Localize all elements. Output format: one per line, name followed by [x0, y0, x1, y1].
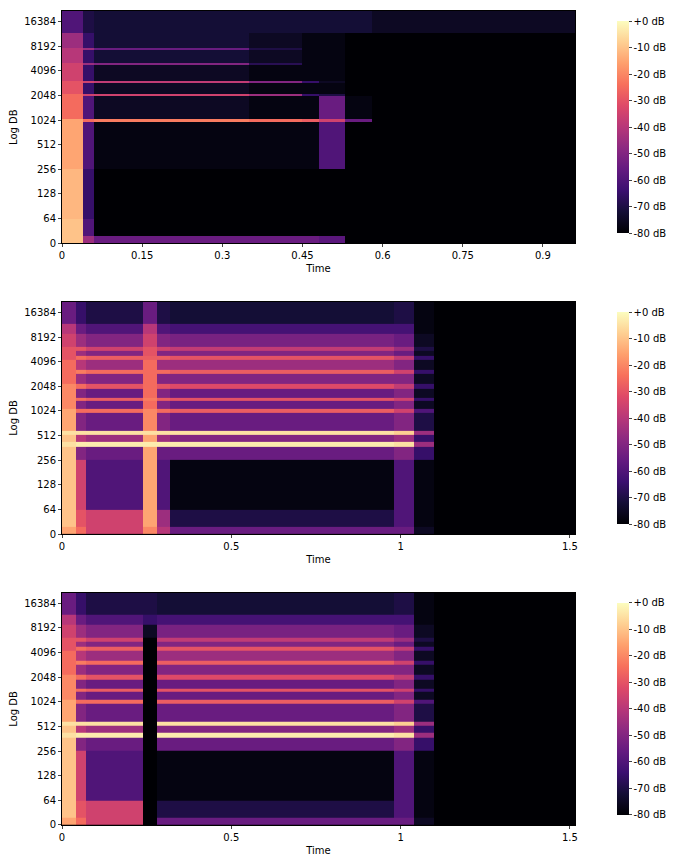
svg-text:-30 dB: -30 dB — [634, 386, 667, 397]
svg-text:4096: 4096 — [31, 356, 56, 367]
svg-text:4096: 4096 — [31, 65, 56, 76]
svg-text:0: 0 — [59, 832, 65, 843]
svg-text:-10 dB: -10 dB — [634, 42, 667, 53]
svg-text:Log DB: Log DB — [8, 691, 19, 727]
svg-text:-50 dB: -50 dB — [634, 439, 667, 450]
svg-text:-40 dB: -40 dB — [634, 413, 667, 424]
svg-text:512: 512 — [37, 430, 56, 441]
svg-text:-60 dB: -60 dB — [634, 756, 667, 767]
svg-text:2048: 2048 — [31, 381, 56, 392]
svg-text:128: 128 — [37, 770, 56, 781]
svg-text:-30 dB: -30 dB — [634, 95, 667, 106]
svg-text:2048: 2048 — [31, 672, 56, 683]
svg-text:512: 512 — [37, 139, 56, 150]
svg-text:8192: 8192 — [31, 622, 56, 633]
svg-text:0: 0 — [50, 238, 56, 249]
svg-text:+0 dB: +0 dB — [634, 16, 665, 27]
svg-text:+0 dB: +0 dB — [634, 597, 665, 608]
svg-text:-80 dB: -80 dB — [634, 228, 667, 239]
svg-text:2048: 2048 — [31, 90, 56, 101]
svg-text:0: 0 — [50, 819, 56, 830]
svg-text:1.5: 1.5 — [562, 832, 578, 843]
svg-text:128: 128 — [37, 479, 56, 490]
svg-text:0: 0 — [59, 541, 65, 552]
svg-text:64: 64 — [43, 795, 56, 806]
svg-text:-20 dB: -20 dB — [634, 69, 667, 80]
svg-text:-70 dB: -70 dB — [634, 492, 667, 503]
svg-text:0: 0 — [59, 250, 65, 261]
svg-text:8192: 8192 — [31, 332, 56, 343]
svg-text:64: 64 — [43, 504, 56, 515]
svg-text:Time: Time — [305, 845, 330, 856]
svg-text:256: 256 — [37, 746, 56, 757]
svg-text:256: 256 — [37, 455, 56, 466]
svg-text:-40 dB: -40 dB — [634, 122, 667, 133]
svg-text:-30 dB: -30 dB — [634, 677, 667, 688]
svg-text:8192: 8192 — [31, 41, 56, 52]
svg-text:0.5: 0.5 — [223, 832, 239, 843]
svg-text:1: 1 — [397, 541, 403, 552]
svg-text:0.6: 0.6 — [375, 250, 391, 261]
svg-text:Log DB: Log DB — [8, 400, 19, 436]
svg-text:+0 dB: +0 dB — [634, 307, 665, 318]
svg-text:16384: 16384 — [24, 307, 56, 318]
svg-text:64: 64 — [43, 213, 56, 224]
svg-text:-10 dB: -10 dB — [634, 333, 667, 344]
svg-text:-80 dB: -80 dB — [634, 519, 667, 530]
svg-text:1: 1 — [397, 832, 403, 843]
svg-text:1024: 1024 — [31, 115, 56, 126]
svg-text:0.45: 0.45 — [291, 250, 313, 261]
svg-text:4096: 4096 — [31, 647, 56, 658]
svg-text:0.75: 0.75 — [452, 250, 474, 261]
svg-text:-20 dB: -20 dB — [634, 650, 667, 661]
svg-text:16384: 16384 — [24, 16, 56, 27]
svg-text:256: 256 — [37, 164, 56, 175]
svg-text:-60 dB: -60 dB — [634, 175, 667, 186]
svg-text:-20 dB: -20 dB — [634, 360, 667, 371]
svg-text:1024: 1024 — [31, 405, 56, 416]
svg-text:-40 dB: -40 dB — [634, 703, 667, 714]
svg-text:-60 dB: -60 dB — [634, 466, 667, 477]
svg-text:-10 dB: -10 dB — [634, 624, 667, 635]
svg-text:0: 0 — [50, 529, 56, 540]
svg-text:0.5: 0.5 — [223, 541, 239, 552]
svg-text:512: 512 — [37, 721, 56, 732]
svg-text:Time: Time — [305, 554, 330, 565]
svg-text:128: 128 — [37, 188, 56, 199]
svg-text:-70 dB: -70 dB — [634, 783, 667, 794]
svg-text:-70 dB: -70 dB — [634, 201, 667, 212]
svg-text:0.9: 0.9 — [535, 250, 551, 261]
svg-text:0.3: 0.3 — [214, 250, 230, 261]
svg-text:Log DB: Log DB — [8, 109, 19, 145]
svg-text:0.15: 0.15 — [131, 250, 153, 261]
svg-text:16384: 16384 — [24, 598, 56, 609]
svg-text:1.5: 1.5 — [562, 541, 578, 552]
svg-text:-50 dB: -50 dB — [634, 730, 667, 741]
svg-text:-80 dB: -80 dB — [634, 809, 667, 820]
svg-text:1024: 1024 — [31, 696, 56, 707]
svg-text:-50 dB: -50 dB — [634, 148, 667, 159]
svg-text:Time: Time — [305, 263, 330, 274]
